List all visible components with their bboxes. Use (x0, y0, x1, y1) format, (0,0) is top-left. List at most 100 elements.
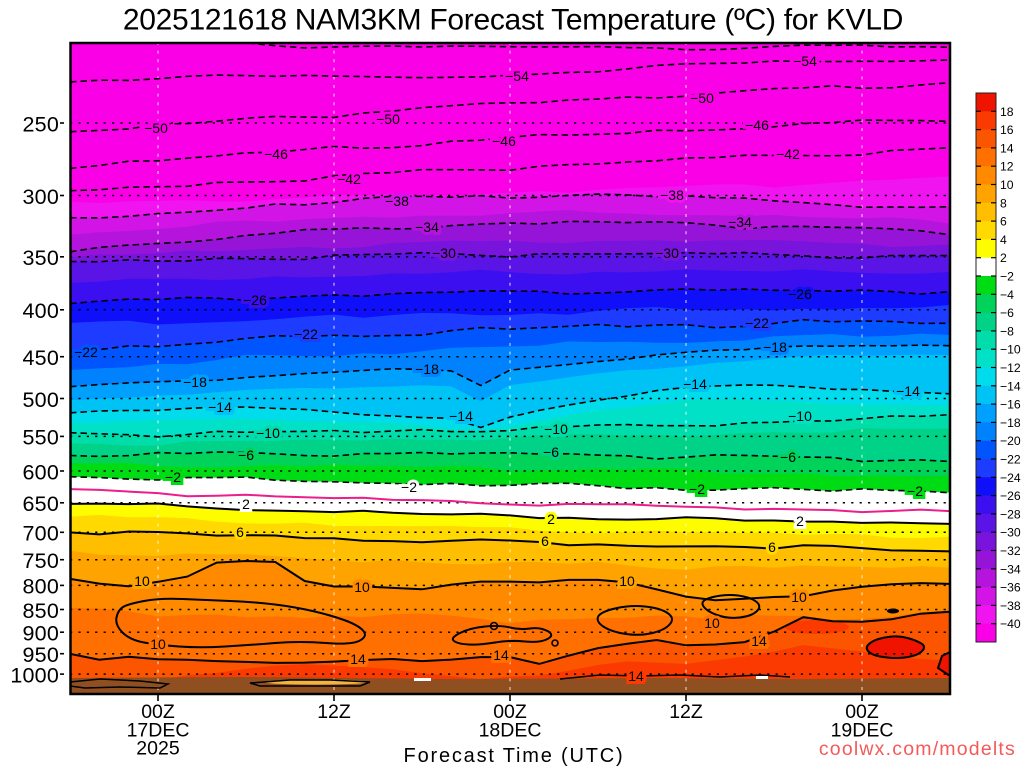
svg-text:−50: −50 (376, 111, 400, 127)
svg-text:6: 6 (541, 533, 549, 549)
svg-text:−32: −32 (1000, 544, 1021, 558)
svg-text:−46: −46 (492, 133, 516, 149)
svg-text:−30: −30 (1000, 526, 1021, 540)
svg-text:−2: −2 (401, 479, 417, 495)
svg-text:600: 600 (23, 460, 59, 484)
svg-text:−34: −34 (415, 219, 439, 235)
svg-text:−18: −18 (415, 361, 439, 377)
svg-text:−42: −42 (776, 146, 800, 162)
svg-text:−18: −18 (183, 374, 207, 390)
svg-text:400: 400 (23, 299, 59, 323)
svg-text:−26: −26 (243, 292, 267, 308)
svg-text:−38: −38 (660, 187, 684, 203)
svg-text:−2: −2 (165, 469, 181, 485)
svg-text:750: 750 (23, 549, 59, 573)
svg-text:−6: −6 (543, 444, 559, 460)
svg-text:18: 18 (1000, 105, 1014, 119)
svg-text:900: 900 (23, 622, 59, 646)
svg-text:−34: −34 (728, 214, 752, 230)
svg-text:700: 700 (23, 522, 59, 546)
svg-text:19DEC: 19DEC (831, 719, 894, 741)
svg-text:2: 2 (796, 513, 804, 529)
svg-text:−14: −14 (1000, 379, 1021, 393)
svg-text:950: 950 (23, 643, 59, 667)
svg-text:250: 250 (23, 112, 59, 136)
svg-text:6: 6 (236, 524, 244, 540)
svg-text:14: 14 (751, 633, 767, 649)
svg-text:−2: −2 (165, 469, 181, 485)
svg-text:550: 550 (23, 426, 59, 450)
svg-text:−14: −14 (683, 376, 707, 392)
svg-text:−4: −4 (1000, 288, 1014, 302)
svg-text:2025: 2025 (136, 738, 180, 760)
svg-text:−6: −6 (238, 447, 254, 463)
svg-text:−50: −50 (144, 120, 168, 136)
svg-text:12Z: 12Z (669, 701, 703, 723)
svg-text:10: 10 (354, 579, 370, 595)
svg-text:2: 2 (242, 496, 250, 512)
svg-text:−22: −22 (294, 326, 318, 342)
svg-text:10: 10 (704, 615, 720, 631)
svg-text:−46: −46 (492, 133, 516, 149)
svg-text:14: 14 (1000, 141, 1014, 155)
svg-text:−30: −30 (655, 245, 679, 261)
svg-text:14: 14 (493, 647, 509, 663)
svg-text:10: 10 (704, 615, 720, 631)
svg-text:2: 2 (796, 513, 804, 529)
svg-text:−38: −38 (660, 187, 684, 203)
svg-text:−14: −14 (208, 399, 232, 415)
svg-text:−38: −38 (1000, 599, 1021, 613)
svg-text:10: 10 (150, 636, 166, 652)
svg-text:−30: −30 (432, 245, 456, 261)
svg-text:−18: −18 (1000, 416, 1021, 430)
svg-text:6: 6 (768, 539, 776, 555)
svg-text:350: 350 (23, 246, 59, 270)
svg-text:−10: −10 (544, 421, 568, 437)
svg-text:14: 14 (628, 668, 644, 684)
svg-text:−50: −50 (690, 90, 714, 106)
svg-text:−10: −10 (544, 421, 568, 437)
svg-text:−38: −38 (385, 193, 409, 209)
svg-text:−14: −14 (449, 408, 473, 424)
svg-text:−24: −24 (1000, 471, 1021, 485)
svg-text:−30: −30 (432, 245, 456, 261)
svg-text:−46: −46 (264, 146, 288, 162)
svg-text:10: 10 (791, 589, 807, 605)
svg-text:2: 2 (1000, 251, 1007, 265)
svg-text:−10: −10 (1000, 343, 1021, 357)
svg-text:14: 14 (751, 633, 767, 649)
svg-text:−54: −54 (793, 53, 817, 69)
svg-text:650: 650 (23, 492, 59, 516)
svg-text:2: 2 (547, 511, 555, 527)
svg-text:−10: −10 (788, 408, 812, 424)
svg-text:−18: −18 (763, 339, 787, 355)
svg-text:−26: −26 (788, 286, 812, 302)
svg-text:−12: −12 (1000, 361, 1021, 375)
svg-text:−10: −10 (256, 425, 280, 441)
svg-text:−20: −20 (1000, 434, 1021, 448)
svg-text:−18: −18 (763, 339, 787, 355)
svg-text:−6: −6 (238, 447, 254, 463)
svg-text:−22: −22 (74, 344, 98, 360)
svg-text:−36: −36 (1000, 581, 1021, 595)
svg-text:Forecast Time (UTC): Forecast Time (UTC) (404, 745, 625, 767)
svg-text:00Z: 00Z (845, 701, 879, 723)
svg-text:10: 10 (134, 573, 150, 589)
svg-text:450: 450 (23, 346, 59, 370)
svg-text:6: 6 (1000, 215, 1007, 229)
svg-text:800: 800 (23, 575, 59, 599)
svg-text:−2: −2 (1000, 270, 1014, 284)
svg-text:−38: −38 (385, 193, 409, 209)
svg-text:12: 12 (1000, 160, 1014, 174)
svg-text:−14: −14 (208, 399, 232, 415)
svg-text:−54: −54 (793, 53, 817, 69)
svg-text:−6: −6 (1000, 306, 1014, 320)
svg-text:−16: −16 (1000, 398, 1021, 412)
svg-text:−42: −42 (337, 171, 361, 187)
svg-text:2025121618 NAM3KM Forecast Tem: 2025121618 NAM3KM Forecast Temperature (… (123, 4, 903, 37)
svg-text:−26: −26 (1000, 489, 1021, 503)
svg-text:10: 10 (619, 573, 635, 589)
svg-text:−54: −54 (505, 68, 529, 84)
svg-text:10: 10 (150, 636, 166, 652)
svg-text:−40: −40 (1000, 617, 1021, 631)
